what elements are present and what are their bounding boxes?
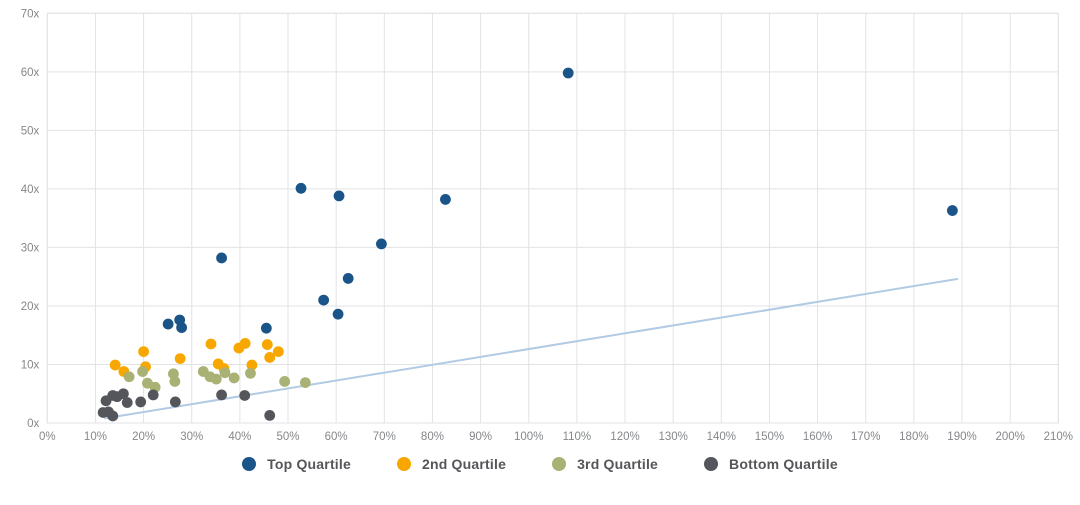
legend-marker-bottom-quartile [704, 457, 719, 471]
x-axis-tick-label: 50% [276, 431, 299, 443]
y-axis-tick-label: 60x [21, 67, 40, 79]
legend-item-2nd-quartile: 2nd Quartile [396, 456, 507, 472]
data-point-top-quartile [946, 205, 958, 216]
data-point-bottom-quartile [107, 410, 119, 422]
legend-item-bottom-quartile: Bottom Quartile [704, 456, 838, 472]
y-axis-tick-label: 70x [21, 8, 40, 20]
data-point-top-quartile [162, 318, 174, 330]
data-point-top-quartile [295, 182, 307, 194]
trend-line [104, 278, 959, 420]
y-axis-tick-label: 10x [21, 359, 40, 371]
data-point-bottom-quartile [169, 396, 181, 408]
data-point-top-quartile [176, 322, 188, 333]
data-point-bottom-quartile [216, 389, 227, 401]
data-point-3rd-quartile [169, 376, 181, 387]
plot-border [46, 12, 1059, 424]
x-axis-tick-label: 110% [563, 431, 592, 443]
data-point-3rd-quartile [228, 372, 240, 384]
x-axis-tick-label: 170% [851, 431, 880, 443]
legend-item-3rd-quartile: 3rd Quartile [552, 456, 658, 472]
x-axis-tick-label: 130% [658, 431, 687, 443]
x-axis-tick-label: 90% [469, 431, 492, 443]
data-point-bottom-quartile [239, 390, 251, 401]
data-point-bottom-quartile [147, 389, 159, 401]
x-axis-tick-label: 80% [421, 431, 444, 443]
x-axis-tick-label: 190% [947, 431, 976, 443]
x-axis-tick-label: 150% [755, 431, 784, 443]
legend-label: Bottom Quartile [729, 456, 838, 472]
data-point-3rd-quartile [219, 367, 231, 379]
x-axis-tick-label: 120% [610, 431, 639, 443]
legend-label: Top Quartile [267, 456, 351, 472]
y-axis-tick-label: 20x [21, 301, 40, 313]
data-point-top-quartile [440, 194, 451, 205]
x-axis-tick-label: 180% [899, 431, 928, 443]
data-point-2nd-quartile [246, 359, 258, 371]
data-point-2nd-quartile [261, 339, 273, 350]
x-axis-tick-label: 60% [325, 431, 348, 443]
data-point-2nd-quartile [205, 338, 217, 350]
data-point-top-quartile [342, 273, 354, 284]
x-axis-tick-label: 70% [373, 431, 396, 443]
data-point-3rd-quartile [279, 376, 291, 387]
data-point-top-quartile [216, 252, 227, 264]
data-point-3rd-quartile [137, 366, 149, 377]
data-point-top-quartile [376, 238, 387, 250]
plot-area: 0x 10x 20x 30x 40x 50x 60x 70x 0% 10% 20% 30% 40% 50%… [21, 8, 1073, 443]
data-point-top-quartile [260, 322, 272, 334]
y-axis-tick-label: 30x [21, 242, 40, 254]
chart-legend: Top Quartile 2nd Quartile 3rd Quartile B… [0, 456, 1080, 472]
data-point-bottom-quartile [264, 409, 276, 421]
data-point-top-quartile [332, 308, 344, 320]
legend-marker-top-quartile [242, 457, 257, 471]
data-point-2nd-quartile [109, 359, 121, 371]
data-point-top-quartile [562, 67, 574, 79]
data-point-3rd-quartile [299, 377, 311, 389]
x-axis-tick-label: 0% [39, 431, 56, 443]
x-axis-tick-label: 30% [180, 431, 203, 443]
legend-label: 3rd Quartile [577, 456, 659, 472]
x-axis-tick-label: 100% [514, 431, 543, 443]
data-point-top-quartile [318, 294, 330, 306]
x-axis-tick-label: 20% [132, 431, 155, 443]
data-point-3rd-quartile [123, 371, 135, 383]
x-axis-tick-label: 10% [84, 431, 107, 443]
y-axis-tick-label: 50x [21, 125, 40, 137]
data-point-3rd-quartile [210, 373, 222, 385]
data-point-bottom-quartile [121, 397, 133, 408]
x-axis-tick-label: 40% [228, 431, 251, 443]
legend-label: 2nd Quartile [421, 456, 507, 472]
legend-marker-2nd-quartile [396, 457, 411, 471]
data-point-2nd-quartile [239, 338, 251, 349]
data-point-bottom-quartile [117, 388, 129, 400]
x-axis-tick-label: 160% [803, 431, 832, 443]
legend-item-top-quartile: Top Quartile [242, 456, 351, 472]
data-point-bottom-quartile [135, 396, 147, 408]
x-axis-tick-label: 210% [1044, 431, 1073, 443]
legend-marker-3rd-quartile [552, 457, 567, 471]
data-point-2nd-quartile [174, 353, 186, 365]
x-axis-tick-label: 200% [995, 431, 1024, 443]
data-point-top-quartile [333, 190, 345, 202]
data-point-2nd-quartile [272, 346, 284, 357]
y-axis-tick-label: 40x [21, 184, 40, 196]
data-point-3rd-quartile [245, 367, 256, 379]
data-point-2nd-quartile [264, 352, 276, 363]
x-axis-tick-label: 140% [707, 431, 736, 443]
data-point-2nd-quartile [138, 346, 149, 357]
y-axis-tick-label: 0x [27, 418, 39, 430]
